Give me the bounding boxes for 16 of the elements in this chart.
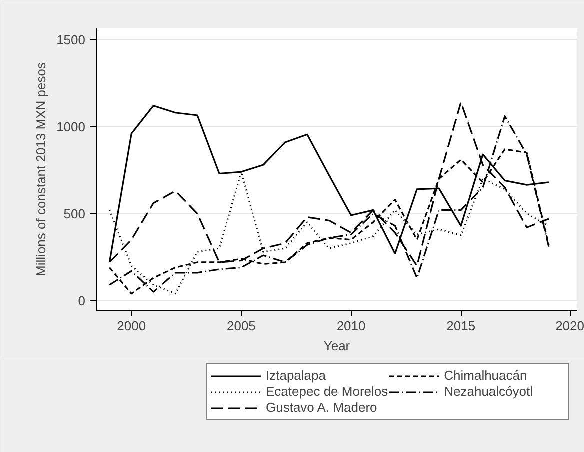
y-axis-title: Millions of constant 2013 MXN pesos [34,62,49,276]
legend-label: Gustavo A. Madero [266,400,378,415]
y-tick-label: 1000 [56,119,86,134]
x-tick-label: 2000 [117,318,146,334]
y-tick-label: 500 [64,206,86,222]
legend-label: Chimalhuacán [444,368,528,383]
y-tick-label: 1500 [56,32,86,48]
x-tick-label: 2005 [227,318,256,334]
legend-label: Nezahualcóyotl [444,384,534,399]
y-tick-label: 0 [78,293,86,308]
x-tick-label: 2010 [336,318,366,334]
legend-label: Iztapalapa [266,368,327,383]
legend-label: Ecatepec de Morelos [266,384,388,399]
x-tick-label: 2015 [446,318,476,334]
x-tick-label: 2020 [556,318,584,334]
x-axis-title: Year [324,338,351,354]
